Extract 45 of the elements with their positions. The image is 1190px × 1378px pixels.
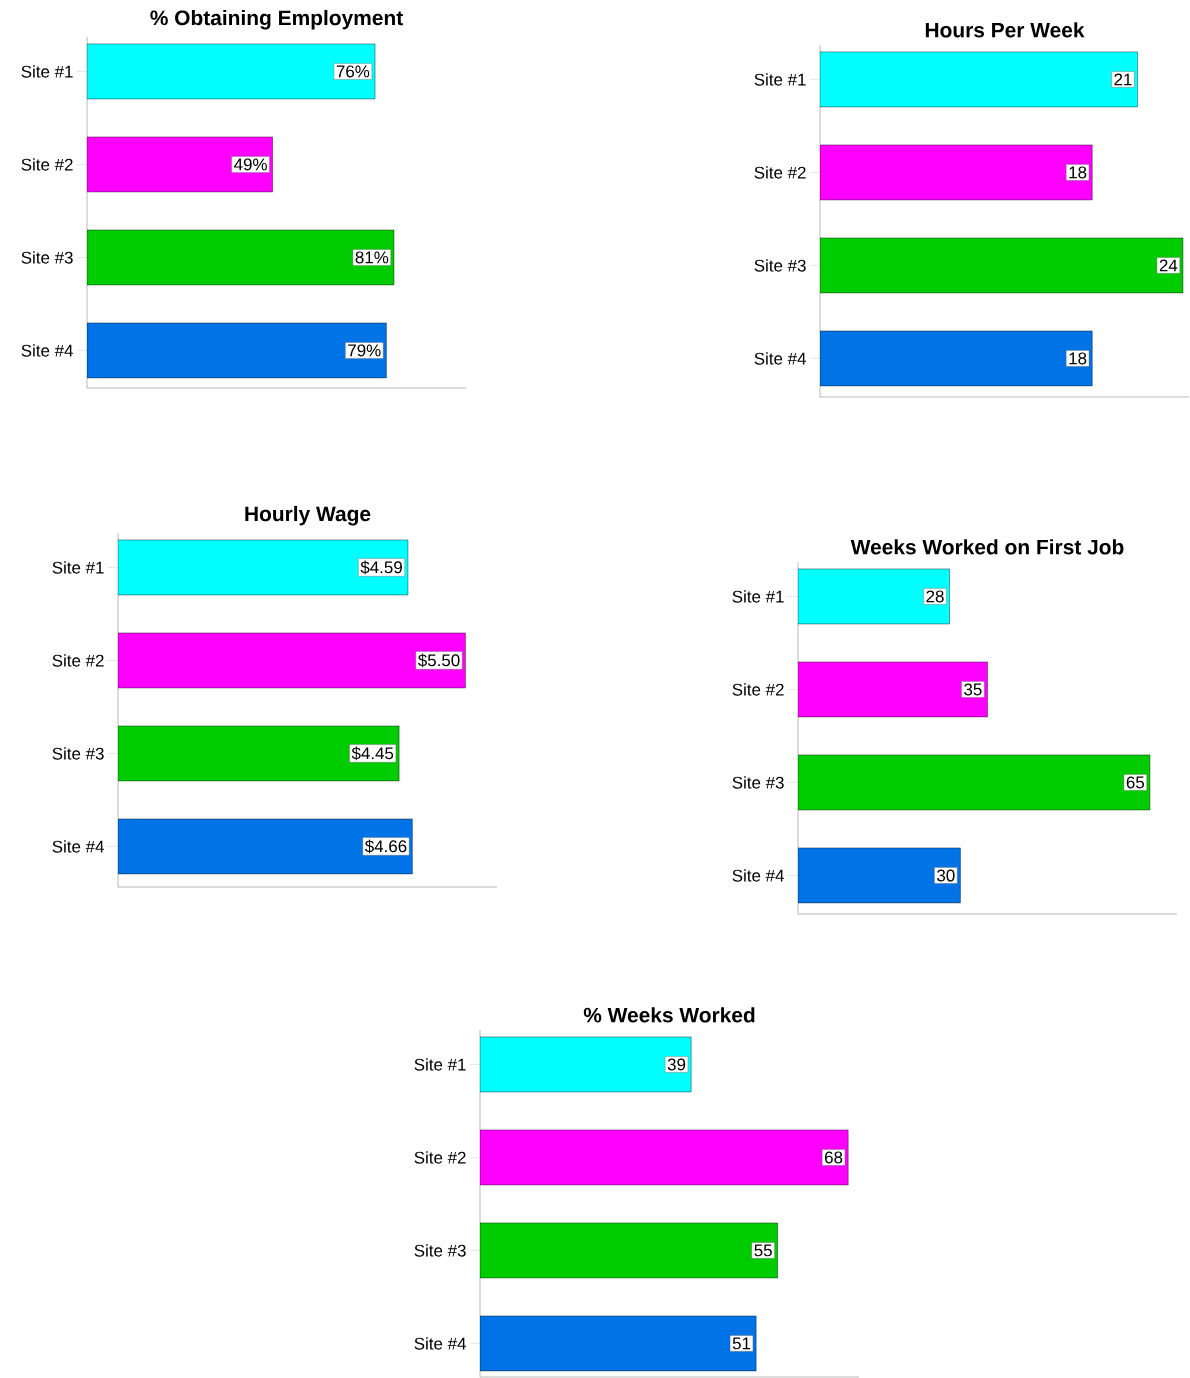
data-label: 49%	[234, 158, 267, 171]
chart-title: Hours Per Week	[925, 22, 1085, 38]
chart-title: Hourly Wage	[245, 505, 371, 526]
y-tick-label: Site #3	[754, 259, 806, 272]
data-label: 30	[937, 869, 955, 882]
y-tick-label: Site #3	[732, 776, 784, 789]
data-label: 21	[1114, 73, 1132, 86]
y-tick-label: Site #4	[754, 352, 806, 365]
y-tick-label: Site #4	[732, 869, 784, 882]
y-tick-label: Site #4	[414, 1337, 466, 1350]
data-label: 68	[825, 1151, 843, 1164]
data-label: $4.66	[364, 839, 407, 854]
y-tick-label: Site #3	[52, 747, 104, 760]
y-tick-label: Site #3	[21, 251, 73, 264]
y-tick-label: Site #4	[52, 840, 104, 853]
chart-title: % Obtaining Employment	[150, 9, 403, 30]
y-tick-label: Site #2	[754, 166, 806, 179]
y-tick-label: Site #1	[414, 1058, 466, 1071]
y-tick-label: Site #2	[21, 158, 73, 171]
data-label: 51	[732, 1337, 751, 1350]
data-label: 24	[1159, 259, 1178, 272]
data-label: 76%	[336, 65, 370, 78]
y-tick-label: Site #3	[414, 1244, 466, 1257]
data-label: 18	[1069, 352, 1087, 365]
chart-title: % Weeks Worked	[583, 1007, 755, 1023]
data-label: $5.50	[418, 653, 460, 668]
y-tick-label: Site #2	[732, 683, 784, 696]
data-label: 81%	[355, 251, 389, 264]
data-label: $4.45	[351, 746, 394, 761]
data-label: 28	[926, 590, 944, 603]
data-label: 18	[1069, 166, 1087, 179]
y-tick-label: Site #1	[21, 65, 73, 78]
data-label: 35	[964, 683, 982, 696]
y-tick-label: Site #1	[732, 590, 784, 603]
data-label: $4.59	[360, 560, 402, 575]
data-label: 55	[754, 1244, 772, 1257]
data-label: 79%	[348, 344, 381, 357]
y-tick-label: Site #4	[21, 344, 73, 357]
y-tick-label: Site #2	[52, 654, 104, 667]
y-tick-label: Site #1	[754, 73, 806, 86]
data-label: 65	[1126, 776, 1145, 789]
y-tick-label: Site #2	[414, 1151, 466, 1164]
chart-title: Weeks Worked on First Job	[850, 539, 1124, 555]
data-label: 39	[667, 1058, 686, 1071]
y-tick-label: Site #1	[52, 561, 104, 574]
